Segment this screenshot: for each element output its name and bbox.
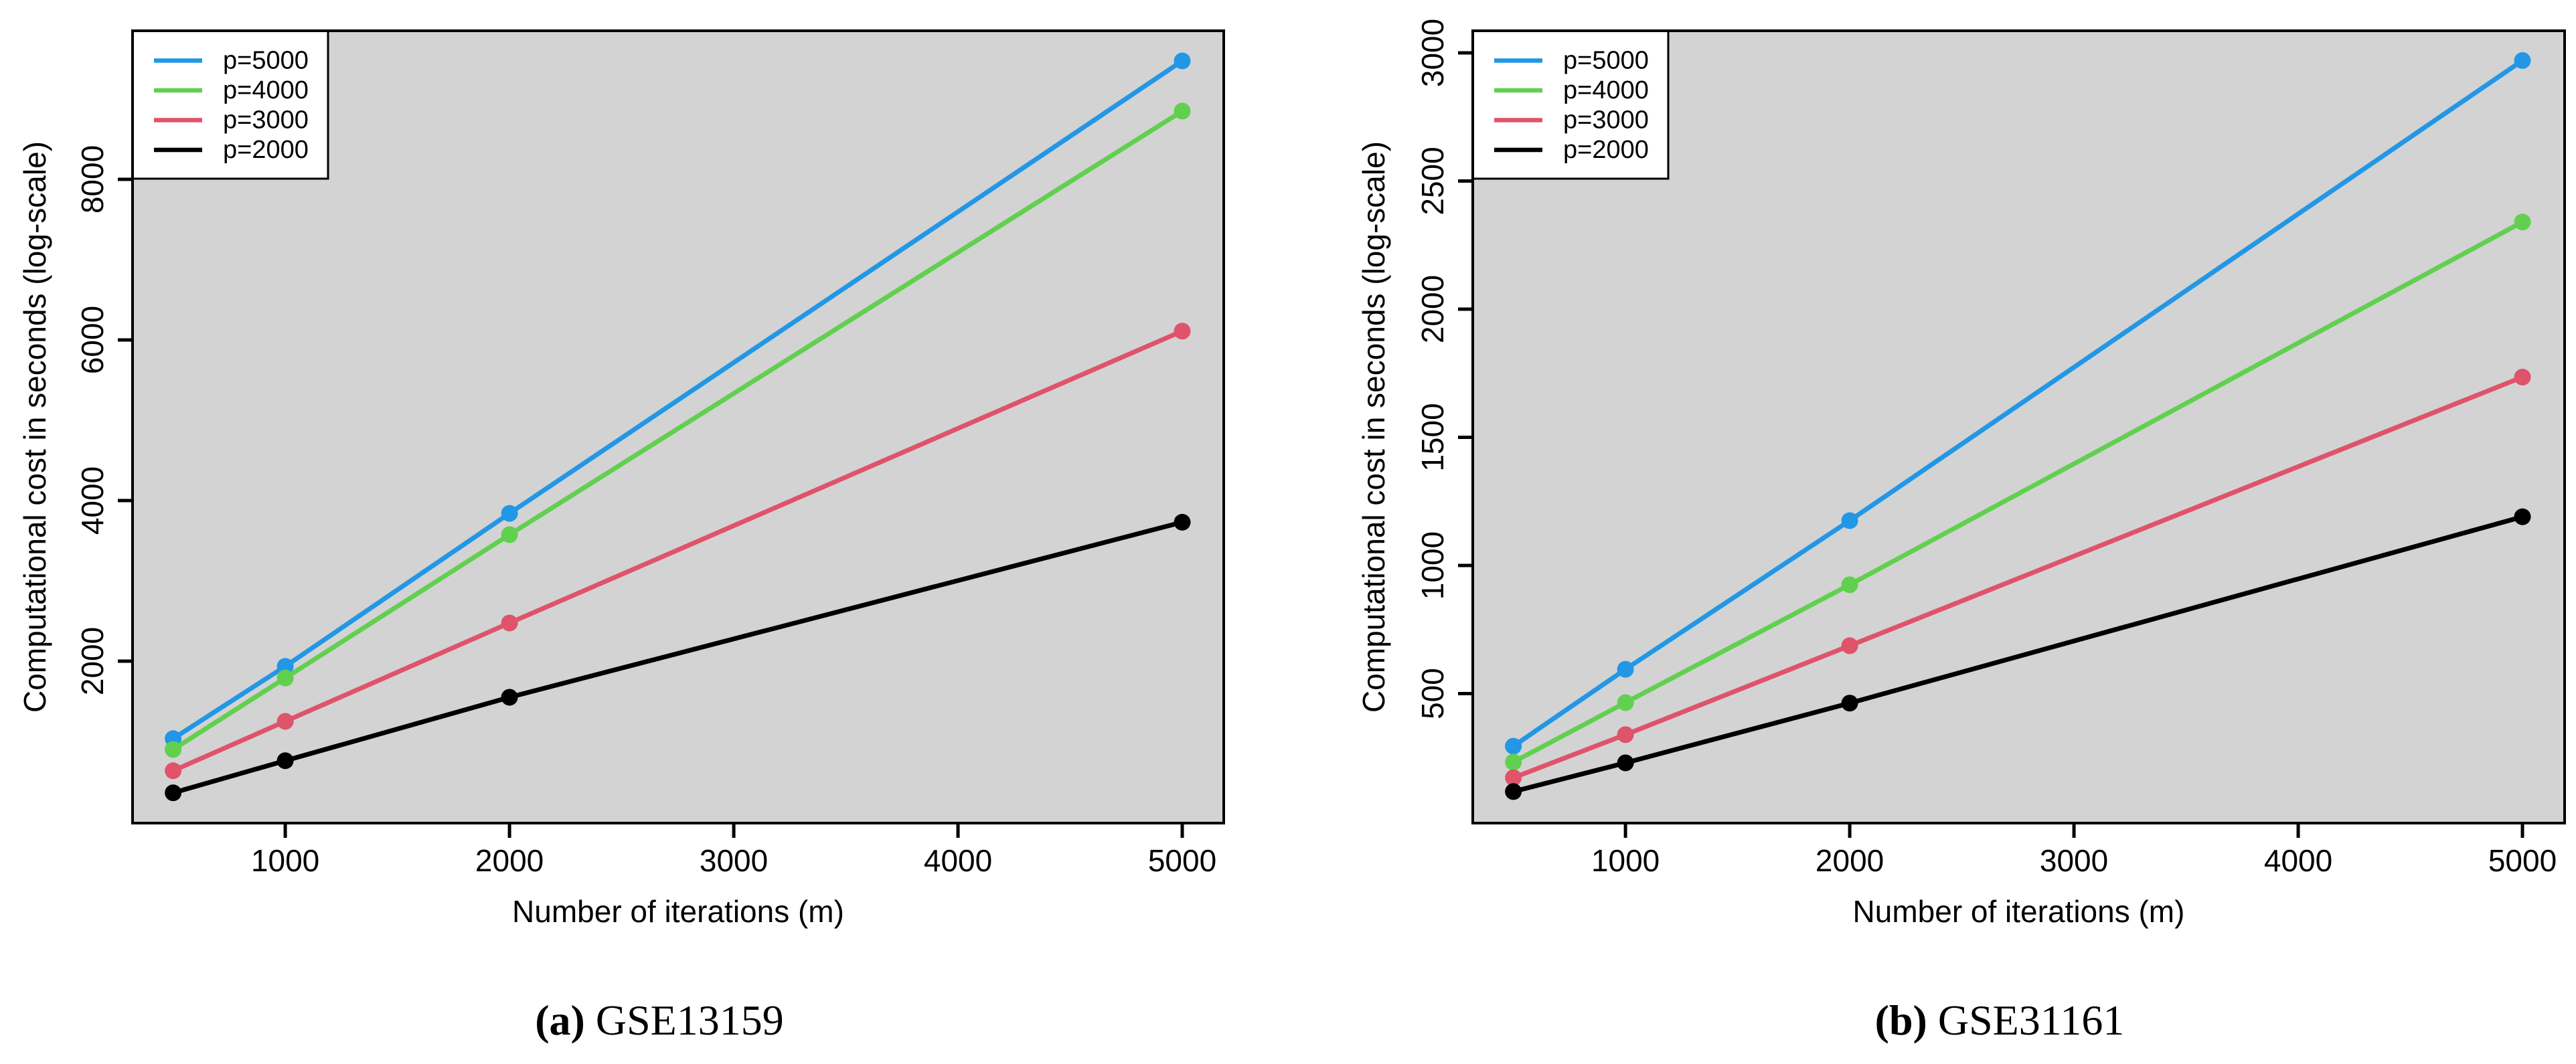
panel-a-chart: 1000 2000 3000 4000 5000 2000 4000 6000 8000 p=50… <box>17 29 1225 929</box>
series-line-p=3000-a <box>171 329 1185 774</box>
data-point-p=4000-a <box>276 669 294 687</box>
caption-b-label: (b) <box>1874 996 1927 1044</box>
x-tick-label-a: 2000 <box>475 843 544 878</box>
data-point-p=3000-a <box>276 713 294 730</box>
data-point-p=2000-a <box>1174 513 1191 531</box>
series-line-p=5000-a <box>171 58 1185 741</box>
data-point-p=3000-a <box>165 762 182 780</box>
y-tick-label-a: 8000 <box>75 145 110 213</box>
y-axis-title-b: Computational cost in seconds (log-scale… <box>1356 141 1391 713</box>
y-tick-label-a: 6000 <box>75 306 110 374</box>
legend-label-p=3000-a: p=3000 <box>223 106 309 135</box>
series-line-p=5000-b <box>1511 58 2525 749</box>
data-point-p=5000-a <box>501 505 518 522</box>
x-tick-label-a: 5000 <box>1148 843 1216 878</box>
series-line-p=4000-b <box>1511 219 2525 765</box>
data-point-p=2000-a <box>501 689 518 706</box>
data-point-p=4000-b <box>2514 213 2531 231</box>
data-point-p=2000-b <box>1617 754 1634 772</box>
data-point-p=3000-a <box>1174 323 1191 340</box>
x-tick-label-b: 5000 <box>2488 843 2557 878</box>
data-point-p=3000-b <box>2514 368 2531 385</box>
data-point-p=4000-a <box>501 526 518 543</box>
y-tick-label-a: 2000 <box>75 627 110 695</box>
caption-a: (a) GSE13159 <box>535 998 784 1043</box>
x-tick-label-a: 4000 <box>924 843 992 878</box>
data-point-p=5000-a <box>1174 52 1191 70</box>
data-point-p=3000-b <box>1505 769 1522 786</box>
x-tick-label-a: 3000 <box>700 843 768 878</box>
data-point-p=4000-a <box>165 741 182 758</box>
legend-label-p=5000-a: p=5000 <box>223 47 309 75</box>
series-line-p=4000-a <box>171 108 1185 752</box>
caption-a-label: (a) <box>535 996 585 1044</box>
data-point-p=5000-b <box>1505 737 1522 755</box>
data-point-p=5000-b <box>1617 660 1634 678</box>
data-point-p=3000-a <box>501 614 518 632</box>
data-point-p=4000-b <box>1841 576 1858 594</box>
data-point-p=2000-b <box>1505 783 1522 800</box>
data-point-p=2000-a <box>276 752 294 770</box>
y-tick-label-a: 4000 <box>75 466 110 535</box>
data-point-p=5000-a <box>276 658 294 675</box>
data-point-p=3000-b <box>1617 726 1634 743</box>
legend-box-b <box>1471 29 1670 180</box>
x-tick-label-b: 1000 <box>1591 843 1660 878</box>
series-line-p=3000-b <box>1511 374 2525 780</box>
series-line-p=2000-a <box>171 519 1185 796</box>
data-point-p=4000-a <box>1174 102 1191 120</box>
x-tick-label-a: 1000 <box>251 843 319 878</box>
data-point-p=4000-b <box>1505 753 1522 771</box>
data-point-p=2000-b <box>2514 508 2531 525</box>
legend-label-p=4000-a: p=4000 <box>223 76 309 104</box>
data-point-p=4000-b <box>1617 694 1634 711</box>
y-tick-label-b: 1000 <box>1415 531 1450 600</box>
x-axis-title-a: Number of iterations (m) <box>512 894 844 929</box>
legend-label-p=5000-b: p=5000 <box>1563 47 1649 75</box>
x-axis-title-b: Number of iterations (m) <box>1853 894 2185 929</box>
y-tick-label-b: 1500 <box>1415 403 1450 471</box>
data-point-p=2000-b <box>1841 695 1858 712</box>
y-tick-label-b: 2500 <box>1415 147 1450 215</box>
x-tick-label-b: 3000 <box>2040 843 2108 878</box>
y-tick-label-b: 2000 <box>1415 275 1450 343</box>
y-tick-label-b: 500 <box>1415 668 1450 719</box>
data-point-p=5000-b <box>2514 52 2531 69</box>
data-point-p=3000-b <box>1841 637 1858 654</box>
x-tick-label-b: 4000 <box>2264 843 2332 878</box>
plot-border-b <box>1471 29 2566 824</box>
y-tick-label-b: 3000 <box>1415 19 1450 87</box>
legend-box-a <box>131 29 329 180</box>
caption-a-text: GSE13159 <box>595 996 784 1044</box>
y-axis-title-a: Computational cost in seconds (log-scale… <box>17 141 52 713</box>
caption-b-text: GSE31161 <box>1937 996 2125 1044</box>
legend-label-p=4000-b: p=4000 <box>1563 76 1649 104</box>
data-point-p=5000-b <box>1841 512 1858 529</box>
legend-label-p=2000-a: p=2000 <box>223 136 309 164</box>
caption-b: (b) GSE31161 <box>1875 998 2125 1043</box>
data-point-p=2000-a <box>165 784 182 802</box>
legend-label-p=3000-b: p=3000 <box>1563 106 1649 135</box>
panel-b-chart: 1000 2000 3000 4000 5000 500 1000 1500 2000 2500 3… <box>1356 19 2566 929</box>
x-tick-label-b: 2000 <box>1816 843 1884 878</box>
plot-border-a <box>131 29 1225 824</box>
legend-label-p=2000-b: p=2000 <box>1563 136 1649 164</box>
series-line-p=2000-b <box>1511 514 2525 794</box>
